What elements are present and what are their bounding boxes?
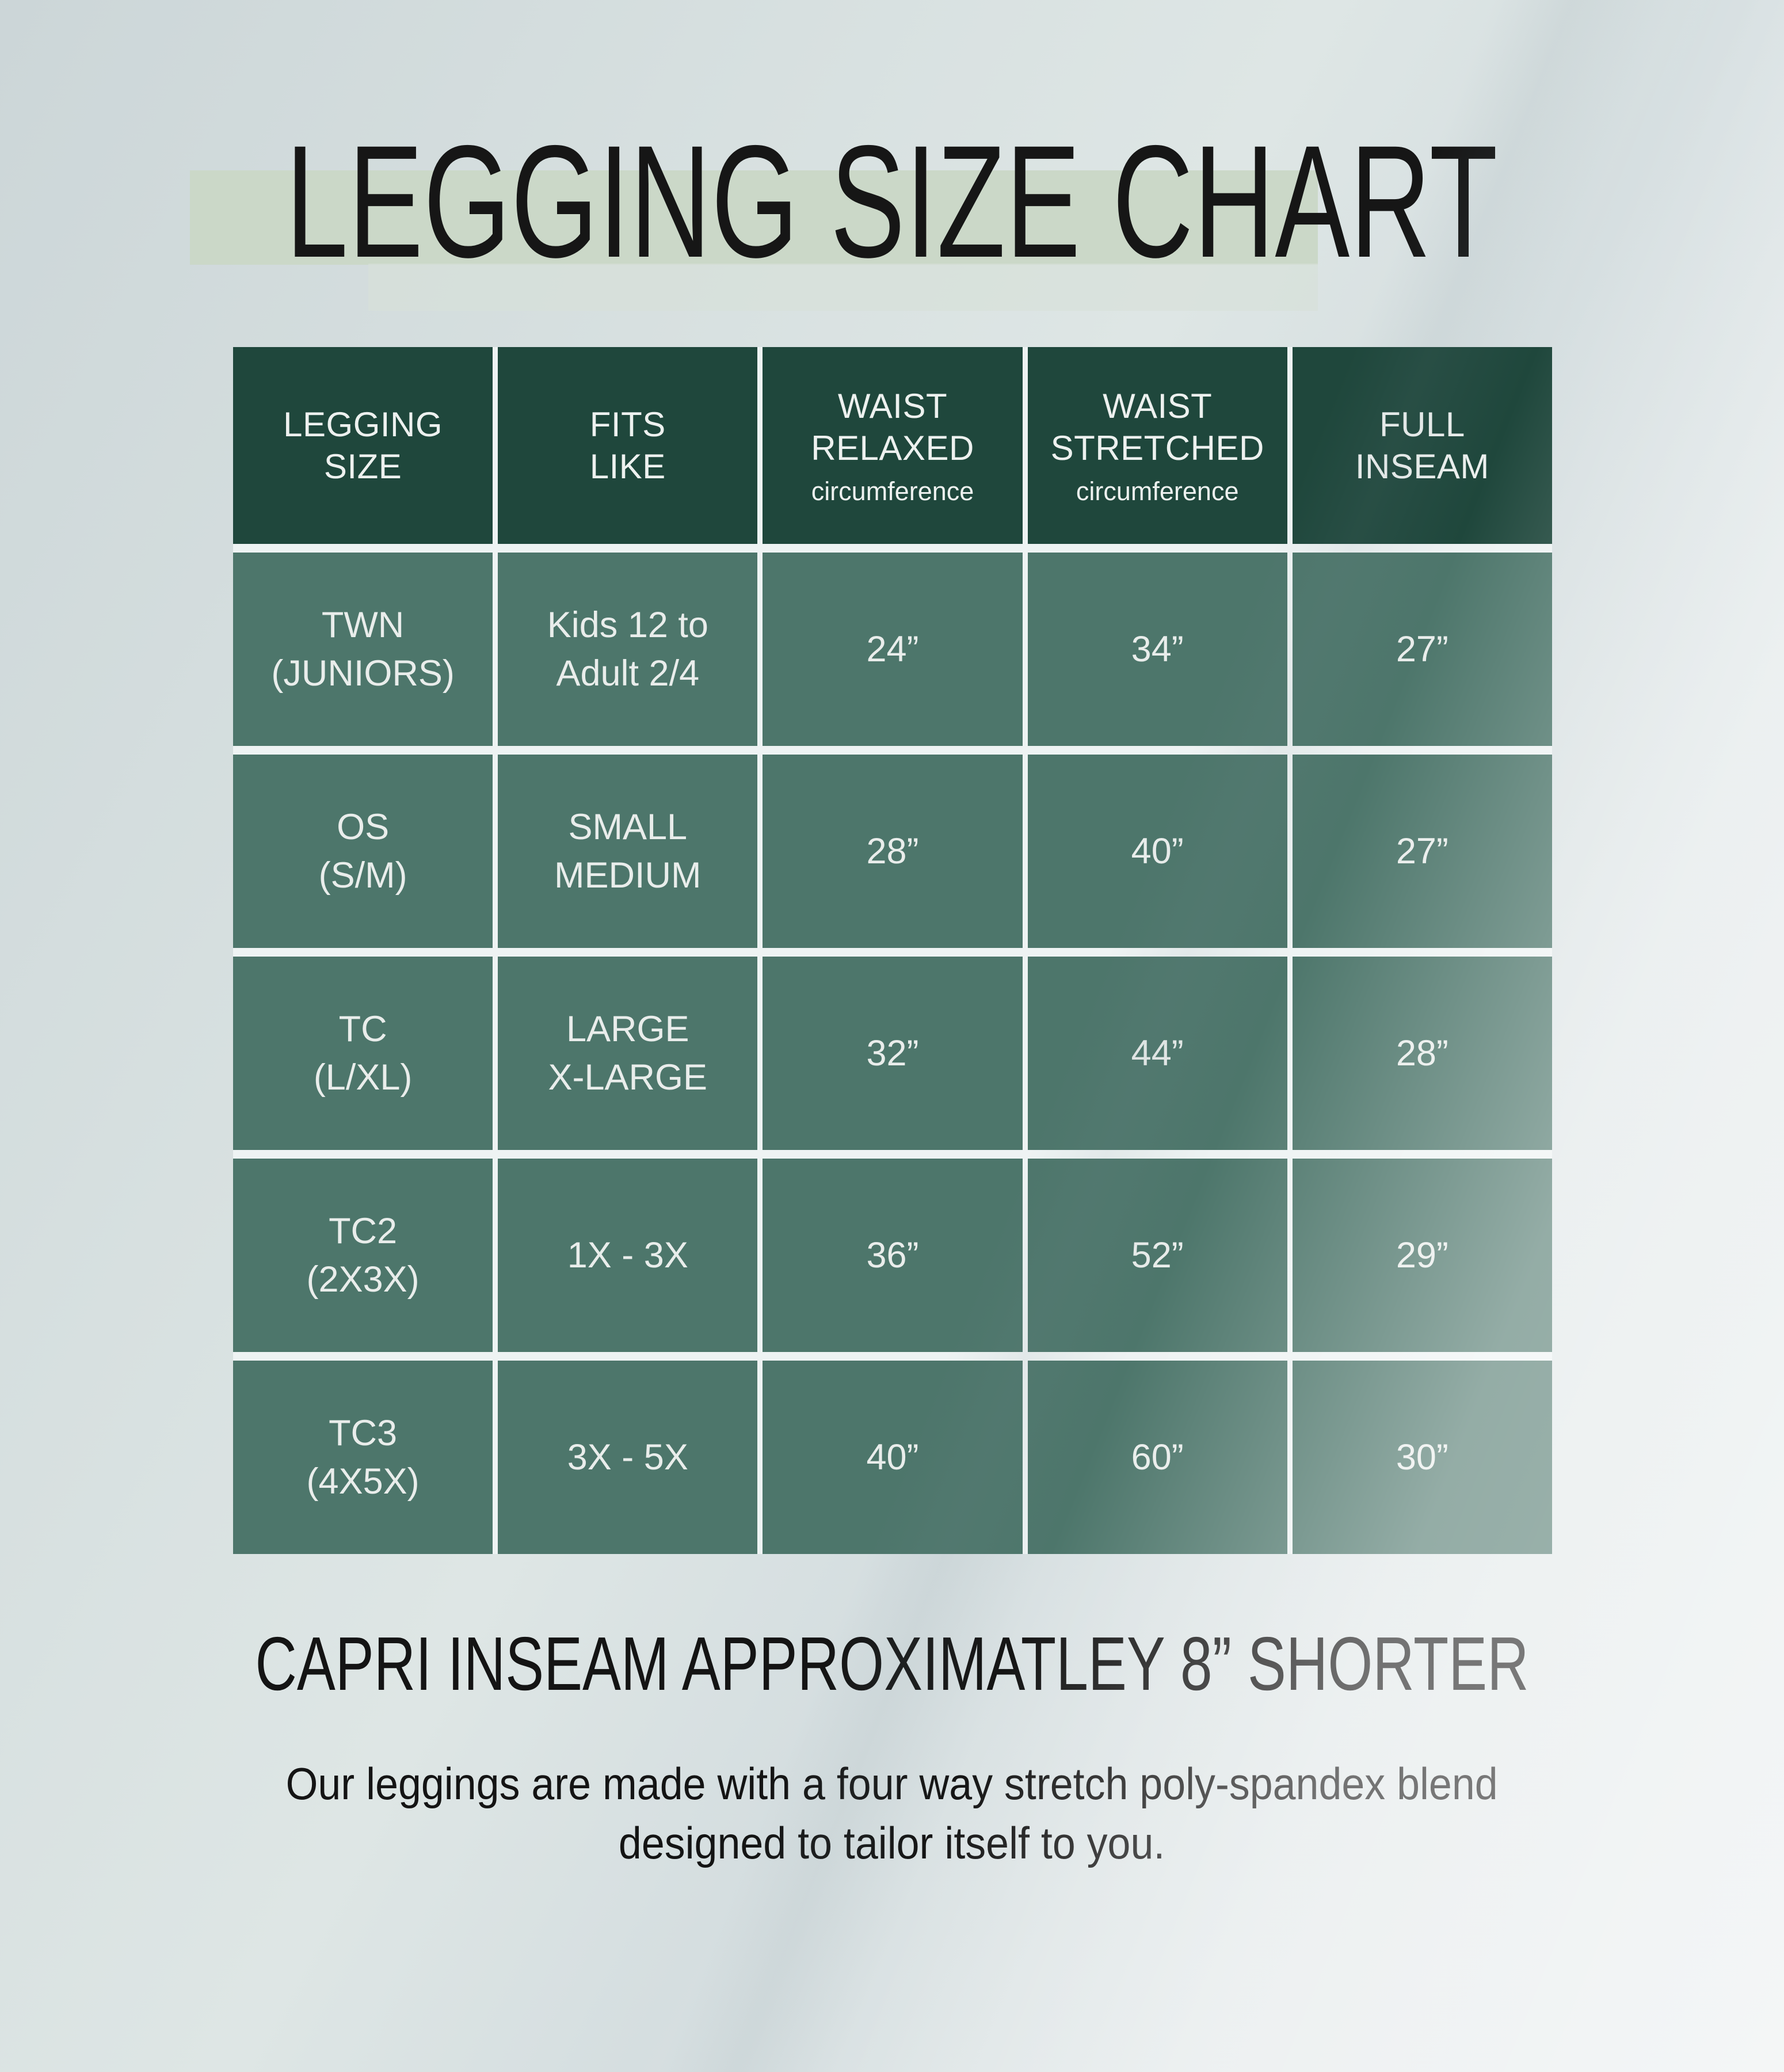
waist-relaxed-value: 32” <box>866 1033 919 1073</box>
size-value: (S/M) <box>318 855 407 896</box>
size-value: TC2 <box>329 1210 398 1251</box>
fabric-description: Our leggings are made with a four way st… <box>0 1754 1784 1873</box>
size-value: OS <box>337 806 390 847</box>
header-subline: circumference <box>811 477 974 506</box>
row1-inseam-cell: 27” <box>1292 553 1552 746</box>
header-line: SIZE <box>323 447 402 486</box>
header-fits-like: FITS LIKE <box>498 347 758 544</box>
size-value: TWN <box>321 604 405 645</box>
inseam-value: 27” <box>1396 831 1448 871</box>
fits-value: MEDIUM <box>554 855 702 896</box>
row3-fits-cell: LARGE X-LARGE <box>498 957 758 1150</box>
header-line: FITS <box>589 405 666 444</box>
header-legging-size: LEGGING SIZE <box>233 347 493 544</box>
header-line: LIKE <box>589 447 666 486</box>
row4-fits-cell: 1X - 3X <box>498 1159 758 1352</box>
fits-value: X-LARGE <box>548 1057 708 1098</box>
inseam-value: 27” <box>1396 629 1448 669</box>
size-chart-table: LEGGING SIZE FITS LIKE WAIST RELAXED cir… <box>233 347 1552 1554</box>
size-value: TC3 <box>329 1412 398 1453</box>
header-subline: circumference <box>1076 477 1239 506</box>
waist-stretched-value: 40” <box>1131 831 1184 871</box>
row5-inseam-cell: 30” <box>1292 1361 1552 1554</box>
waist-relaxed-value: 24” <box>866 629 919 669</box>
row5-size-cell: TC3 (4X5X) <box>233 1361 493 1554</box>
row1-waist-relaxed-cell: 24” <box>763 553 1023 746</box>
row2-waist-relaxed-cell: 28” <box>763 755 1023 948</box>
row2-fits-cell: SMALL MEDIUM <box>498 755 758 948</box>
row3-size-cell: TC (L/XL) <box>233 957 493 1150</box>
waist-stretched-value: 34” <box>1131 629 1184 669</box>
row5-waist-relaxed-cell: 40” <box>763 1361 1023 1554</box>
row4-waist-relaxed-cell: 36” <box>763 1159 1023 1352</box>
size-value: (2X3X) <box>306 1259 420 1300</box>
waist-stretched-value: 60” <box>1131 1437 1184 1477</box>
header-line: LEGGING <box>283 405 443 444</box>
inseam-value: 29” <box>1396 1235 1448 1275</box>
header-waist-relaxed: WAIST RELAXED circumference <box>763 347 1023 544</box>
row3-waist-stretched-cell: 44” <box>1027 957 1287 1150</box>
waist-relaxed-value: 40” <box>866 1437 919 1477</box>
fits-value: 1X - 3X <box>567 1235 688 1275</box>
description-line-2: designed to tailor itself to you. <box>619 1817 1165 1868</box>
description-line-1: Our leggings are made with a four way st… <box>285 1758 1499 1809</box>
header-waist-stretched: WAIST STRETCHED circumference <box>1027 347 1287 544</box>
inseam-value: 30” <box>1396 1437 1448 1477</box>
waist-relaxed-value: 36” <box>866 1235 919 1275</box>
fits-value: Kids 12 to <box>547 604 708 645</box>
size-value: (L/XL) <box>313 1057 413 1098</box>
waist-stretched-value: 44” <box>1131 1033 1184 1073</box>
inseam-value: 28” <box>1396 1033 1448 1073</box>
header-line: FULL <box>1379 405 1465 444</box>
row3-waist-relaxed-cell: 32” <box>763 957 1023 1150</box>
size-value: TC <box>338 1008 387 1049</box>
row4-size-cell: TC2 (2X3X) <box>233 1159 493 1352</box>
header-line: WAIST <box>837 387 948 426</box>
header-line: INSEAM <box>1355 447 1489 486</box>
header-line: WAIST <box>1103 387 1213 426</box>
fits-value: SMALL <box>568 806 688 847</box>
fits-value: LARGE <box>566 1008 689 1049</box>
row1-fits-cell: Kids 12 to Adult 2/4 <box>498 553 758 746</box>
size-value: (4X5X) <box>306 1461 420 1502</box>
size-value: (JUNIORS) <box>271 653 455 694</box>
row2-inseam-cell: 27” <box>1292 755 1552 948</box>
fits-value: Adult 2/4 <box>556 653 700 694</box>
row3-inseam-cell: 28” <box>1292 957 1552 1150</box>
header-line: RELAXED <box>811 429 974 468</box>
fits-value: 3X - 5X <box>567 1437 688 1477</box>
row5-fits-cell: 3X - 5X <box>498 1361 758 1554</box>
row5-waist-stretched-cell: 60” <box>1027 1361 1287 1554</box>
capri-inseam-note-text: CAPRI INSEAM APPROXIMATLEY 8” SHORTER <box>255 1621 1529 1706</box>
header-line: STRETCHED <box>1050 429 1264 468</box>
page-title: LEGGING SIZE CHART <box>0 115 1784 288</box>
fabric-description-text: Our leggings are made with a four way st… <box>286 1754 1498 1873</box>
waist-relaxed-value: 28” <box>866 831 919 871</box>
header-full-inseam: FULL INSEAM <box>1292 347 1552 544</box>
page-title-text: LEGGING SIZE CHART <box>285 112 1499 291</box>
row4-waist-stretched-cell: 52” <box>1027 1159 1287 1352</box>
row4-inseam-cell: 29” <box>1292 1159 1552 1352</box>
capri-inseam-note: CAPRI INSEAM APPROXIMATLEY 8” SHORTER <box>0 1620 1784 1707</box>
waist-stretched-value: 52” <box>1131 1235 1184 1275</box>
row2-size-cell: OS (S/M) <box>233 755 493 948</box>
row2-waist-stretched-cell: 40” <box>1027 755 1287 948</box>
row1-waist-stretched-cell: 34” <box>1027 553 1287 746</box>
row1-size-cell: TWN (JUNIORS) <box>233 553 493 746</box>
